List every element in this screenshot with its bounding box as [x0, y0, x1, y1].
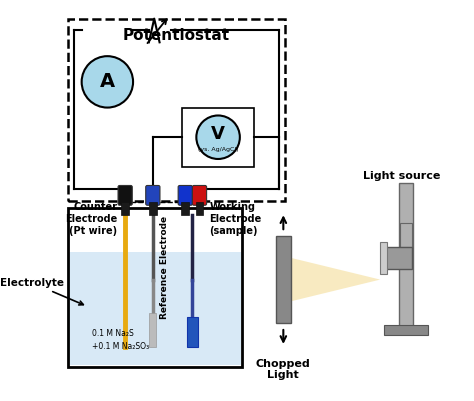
Text: 0.1 M Na₂S
+0.1 M Na₂SO₃: 0.1 M Na₂S +0.1 M Na₂SO₃	[91, 329, 149, 351]
Bar	[399, 183, 413, 333]
Bar	[68, 18, 285, 200]
Text: Potentiostat: Potentiostat	[123, 28, 230, 43]
Text: A: A	[100, 72, 115, 91]
Bar	[276, 236, 291, 323]
FancyBboxPatch shape	[192, 186, 207, 205]
Bar	[187, 317, 198, 347]
Text: Electrolyte: Electrolyte	[0, 278, 83, 305]
Bar	[182, 107, 254, 167]
Bar	[149, 202, 157, 215]
FancyBboxPatch shape	[178, 186, 192, 205]
Text: Counter
Electrode
(Pt wire): Counter Electrode (Pt wire)	[65, 203, 117, 236]
Bar	[400, 223, 412, 247]
Circle shape	[196, 115, 240, 159]
Text: V: V	[211, 125, 225, 143]
Bar	[69, 251, 241, 365]
Bar	[384, 247, 412, 269]
Text: Reference Electrode: Reference Electrode	[160, 216, 169, 320]
Bar	[384, 325, 428, 335]
Text: Working
Electrode
(sample): Working Electrode (sample)	[210, 203, 262, 236]
Circle shape	[82, 56, 133, 107]
FancyBboxPatch shape	[118, 186, 132, 205]
Bar	[182, 202, 189, 215]
Text: (vs. Ag/AgCl): (vs. Ag/AgCl)	[198, 148, 238, 152]
Bar	[380, 242, 387, 273]
Bar	[121, 202, 129, 215]
Bar	[68, 209, 242, 367]
Polygon shape	[291, 258, 380, 301]
Bar	[196, 202, 203, 215]
Text: Light source: Light source	[363, 171, 441, 181]
Text: Chopped
Light: Chopped Light	[256, 358, 311, 380]
FancyBboxPatch shape	[146, 186, 160, 205]
Bar	[149, 313, 156, 347]
